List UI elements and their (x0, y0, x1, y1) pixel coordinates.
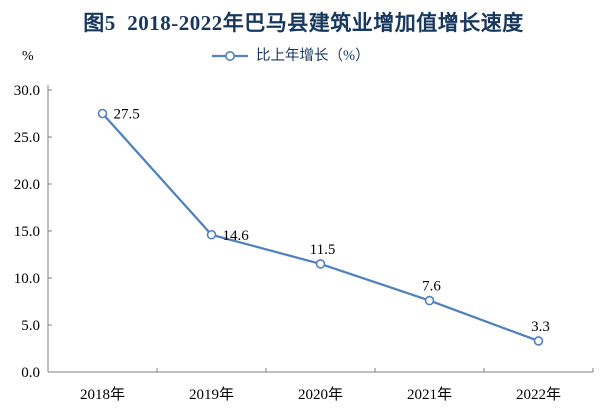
x-axis-label: 2019年 (189, 386, 234, 403)
x-axis-label: 2018年 (80, 386, 125, 403)
legend-line-marker-icon (212, 51, 248, 61)
data-point-marker (315, 259, 326, 269)
legend: 比上年增长（%） (211, 48, 370, 64)
x-axis-label: 2022年 (516, 386, 561, 403)
x-axis-label: 2021年 (407, 386, 452, 403)
data-point-label: 7.6 (422, 279, 441, 295)
legend-circle-marker (225, 51, 235, 61)
y-axis-label: 0.0 (21, 365, 40, 381)
y-axis-label: 30.0 (14, 83, 40, 99)
y-axis-label: 20.0 (14, 177, 40, 193)
data-point-label: 11.5 (310, 242, 336, 258)
data-point-label: 3.3 (531, 319, 550, 335)
y-axis-label: 25.0 (14, 130, 40, 146)
y-axis-label: 5.0 (21, 318, 40, 334)
data-point-label: 14.6 (223, 228, 250, 244)
x-axis-label: 2020年 (298, 386, 343, 403)
series-line (101, 112, 540, 343)
data-point-marker (533, 336, 544, 346)
data-point-marker (424, 295, 435, 306)
data-point-marker (206, 229, 217, 240)
chart-title: 图5 2018-2022年巴马县建筑业增加值增长速度 (83, 11, 524, 35)
data-point-marker (97, 108, 108, 119)
y-axis-label: 15.0 (14, 224, 40, 240)
legend-label: 比上年增长（%） (256, 48, 370, 64)
y-axis-label: 10.0 (14, 271, 40, 287)
data-point-label: 27.5 (114, 107, 140, 123)
y-axis-unit-label: % (22, 49, 34, 64)
